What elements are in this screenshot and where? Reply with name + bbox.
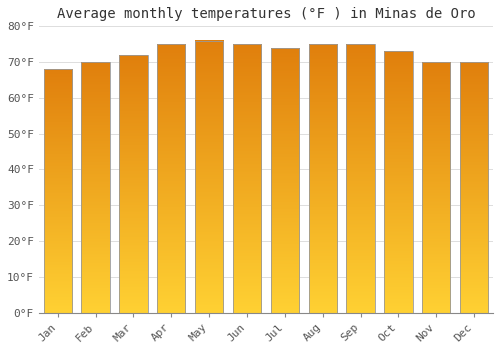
- Bar: [460, 62, 488, 313]
- Bar: [157, 44, 186, 313]
- Bar: [82, 62, 110, 313]
- Bar: [384, 51, 412, 313]
- Bar: [233, 44, 261, 313]
- Bar: [346, 44, 375, 313]
- Bar: [422, 62, 450, 313]
- Bar: [308, 44, 337, 313]
- Title: Average monthly temperatures (°F ) in Minas de Oro: Average monthly temperatures (°F ) in Mi…: [56, 7, 476, 21]
- Bar: [270, 48, 299, 313]
- Bar: [195, 41, 224, 313]
- Bar: [44, 69, 72, 313]
- Bar: [119, 55, 148, 313]
